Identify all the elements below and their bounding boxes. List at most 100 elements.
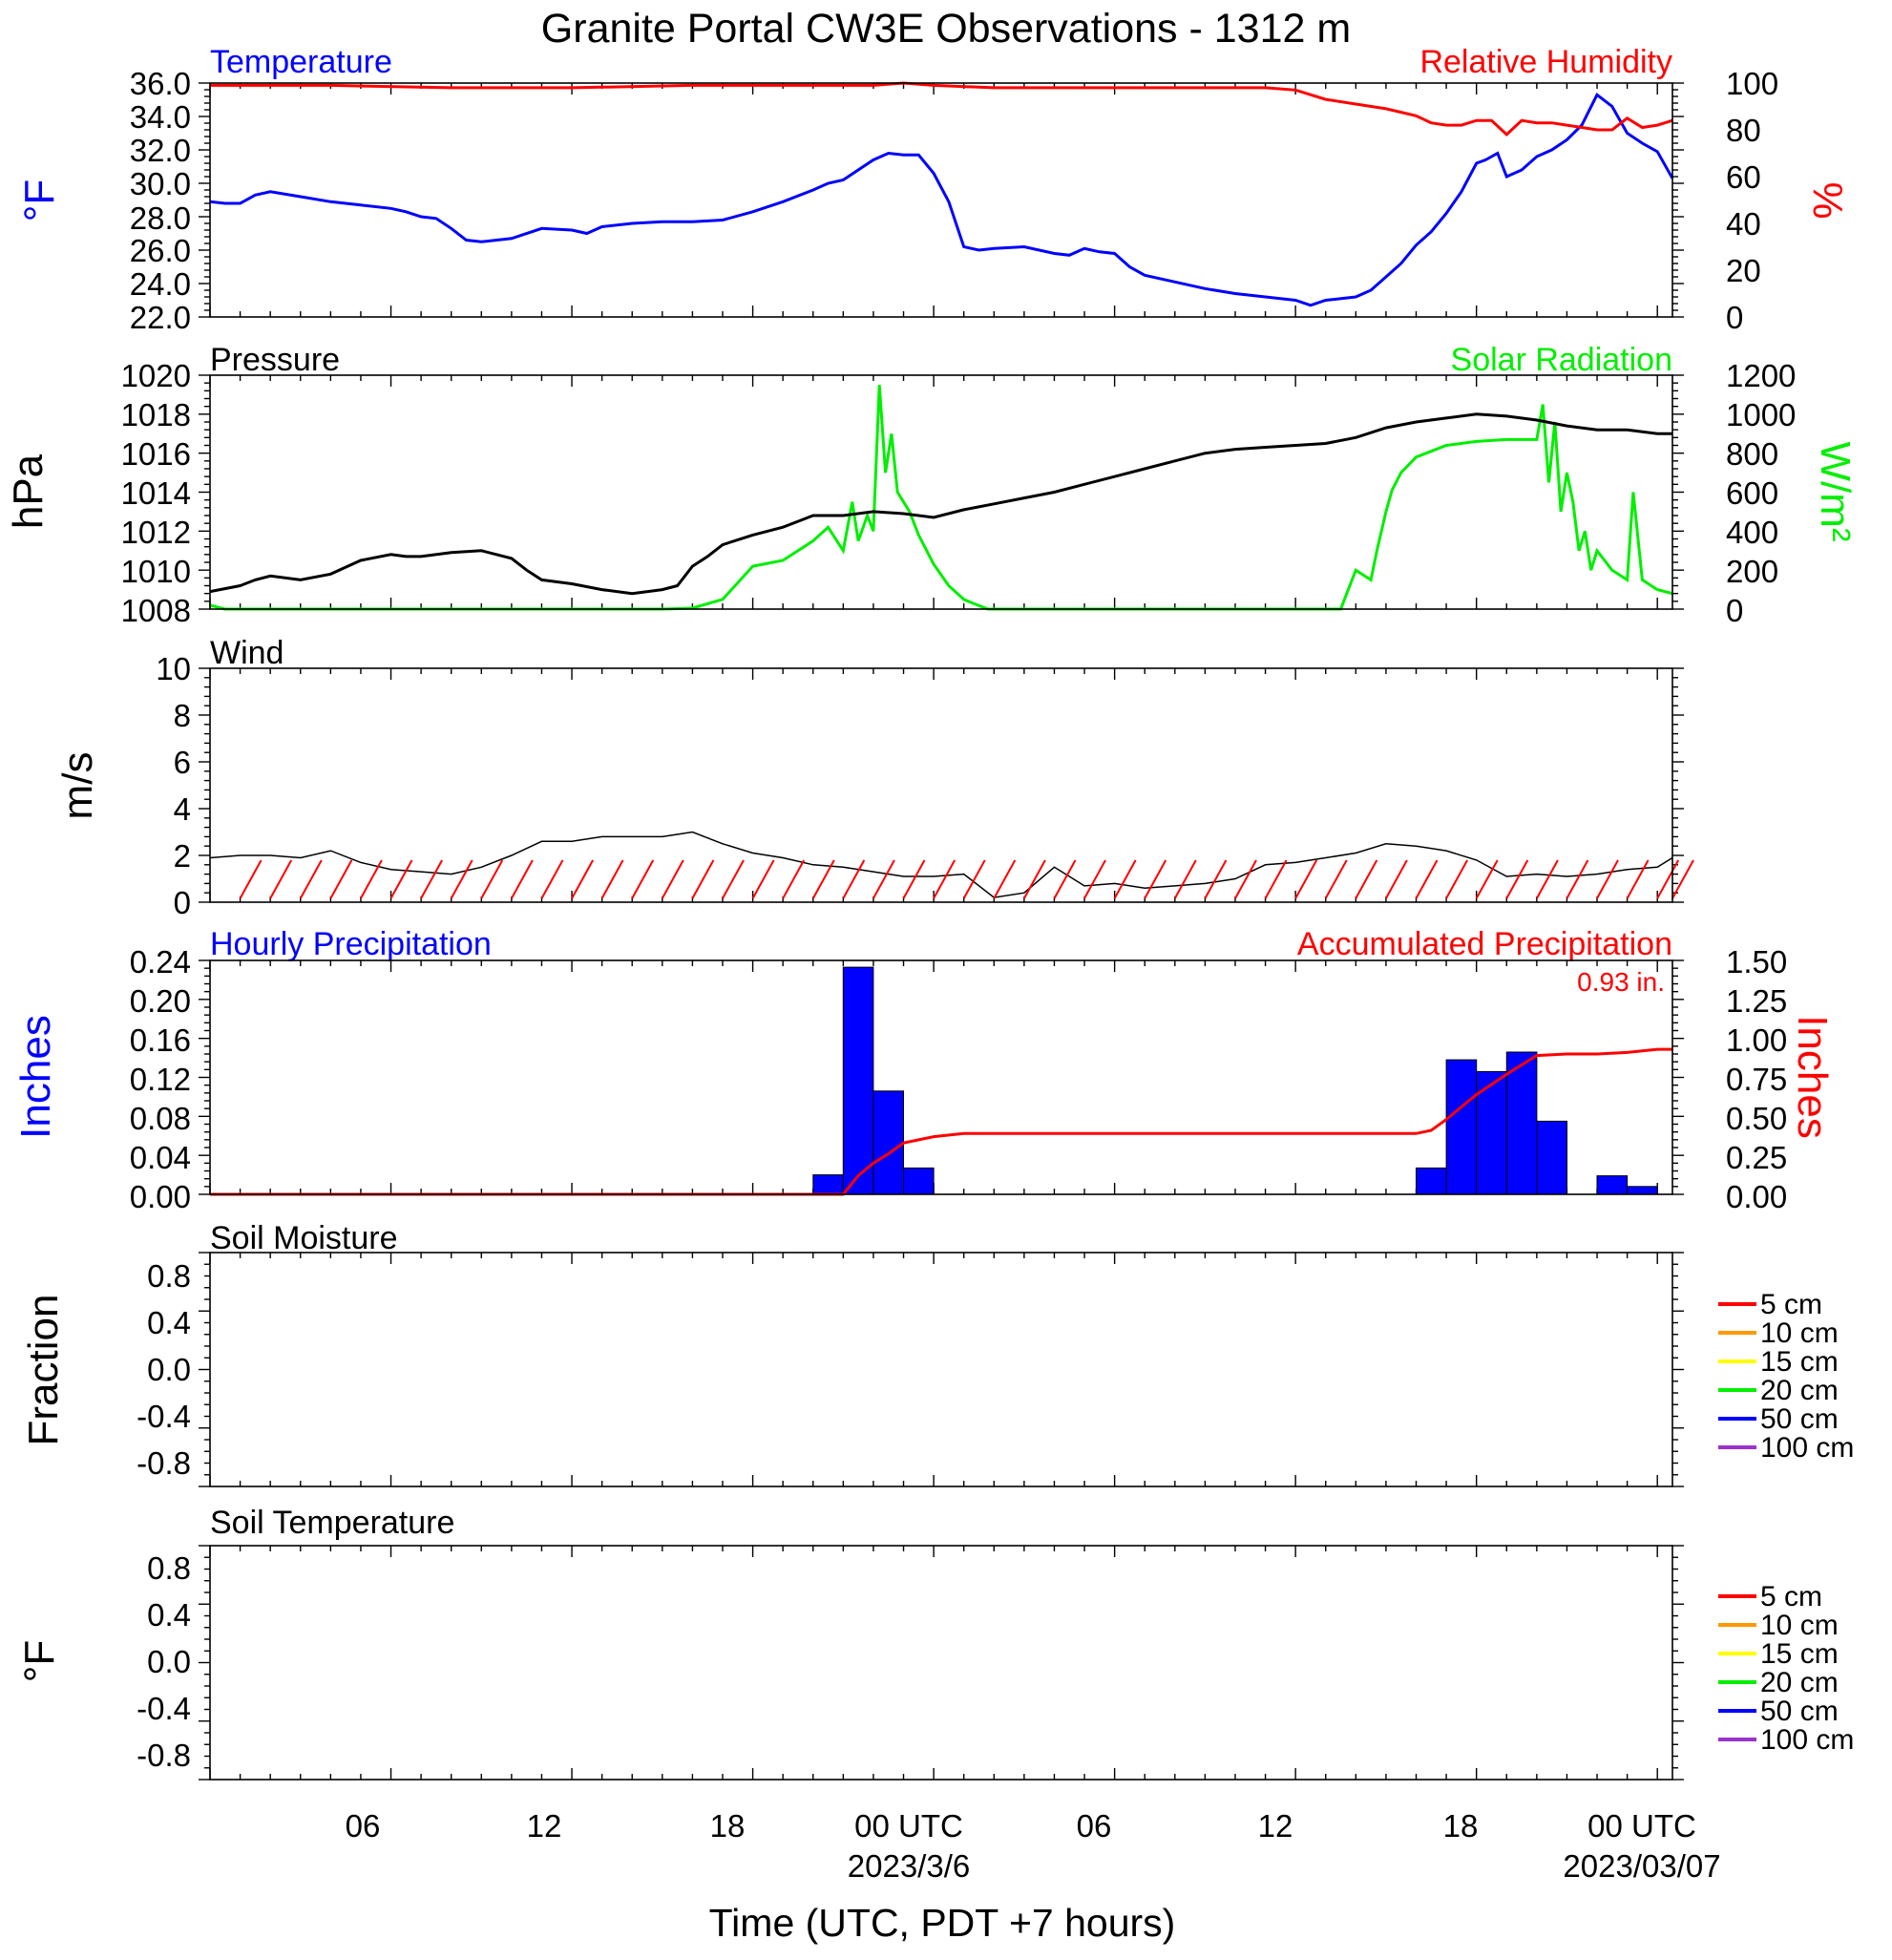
rh-y-tick-labels: 100 80 60 40 20 0 (1726, 66, 1778, 335)
wind-barb (239, 859, 263, 899)
wind-barb (571, 859, 594, 899)
wind-barb (631, 859, 655, 899)
precip-bar (1445, 1059, 1478, 1195)
hourly-precip-bars (812, 966, 1658, 1195)
soil-moisture-tick-label: -0.8 (137, 1445, 191, 1481)
x-tick-date: 2023/3/6 (848, 1848, 970, 1884)
hourly-precip-tick-label: 0.04 (130, 1140, 191, 1175)
pressure-tick-label: 1010 (121, 554, 191, 589)
pressure-tick-label: 1008 (121, 593, 191, 628)
legend-label: 5 cm (1760, 1289, 1822, 1320)
temperature-unit: °F (16, 179, 63, 221)
x-tick-label: 00 UTC (1587, 1808, 1696, 1844)
pressure-tick-label: 1020 (121, 358, 191, 393)
soil-moisture-panel: Soil Moisture Fraction 0.8 0.4 0.0 -0.4 … (20, 1220, 1854, 1487)
wind-barb (1264, 859, 1288, 899)
wind-title: Wind (210, 635, 284, 671)
rh-tick-label: 0 (1726, 300, 1743, 335)
wind-barb (782, 859, 806, 899)
soil-temp-frame (209, 1545, 1673, 1781)
wind-barb (933, 859, 956, 899)
accum-precip-tick-label: 1.50 (1726, 944, 1787, 980)
rh-tick-label: 80 (1726, 113, 1761, 148)
soil-moisture-unit: Fraction (20, 1295, 67, 1446)
rh-tick-label: 100 (1726, 66, 1778, 101)
wind-barb (450, 859, 473, 899)
soil-temp-unit: °F (16, 1640, 63, 1682)
wind-frame (209, 667, 1673, 903)
wind-barb (1204, 859, 1228, 899)
pressure-tick-label: 1012 (121, 515, 191, 550)
precip-bar (1627, 1186, 1658, 1195)
figure-title: Granite Portal CW3E Observations - 1312 … (541, 6, 1351, 52)
temp-tick-label: 36.0 (130, 66, 191, 101)
soil-temp-tick-label: -0.8 (137, 1738, 191, 1773)
wind-ticks (199, 667, 1684, 903)
soil-moisture-ticks (199, 1252, 1684, 1487)
legend-label: 100 cm (1760, 1724, 1854, 1756)
rh-tick-label: 20 (1726, 253, 1761, 288)
wind-barb (511, 859, 534, 899)
soil-moisture-legend: 5 cm 10 cm 15 cm 20 cm 50 cm 100 cm (1718, 1289, 1854, 1464)
legend-label: 50 cm (1760, 1696, 1839, 1727)
accum-precip-unit: Inches (1789, 1015, 1836, 1139)
wind-barb (1445, 859, 1468, 899)
soil-temp-tick-label: 0.8 (147, 1550, 191, 1586)
temp-tick-label: 32.0 (130, 133, 191, 168)
accum-precip-tick-label: 0.50 (1726, 1101, 1787, 1136)
wind-barb (811, 859, 835, 899)
solar-tick-label: 1000 (1726, 397, 1796, 432)
hourly-precip-tick-label: 0.20 (130, 983, 191, 1019)
wind-barb (1083, 859, 1106, 899)
accum-precip-title: Accumulated Precipitation (1297, 926, 1672, 962)
wind-barb (299, 859, 323, 899)
temp-rh-frame (209, 82, 1673, 318)
temp-tick-label: 28.0 (130, 200, 191, 236)
pressure-solar-ticks (199, 374, 1684, 610)
wind-y-tick-labels: 10 8 6 4 2 0 (156, 651, 191, 920)
temp-tick-label: 34.0 (130, 99, 191, 135)
pressure-solar-panel: Pressure Solar Radiation hPa W/m² 1020 1… (5, 342, 1859, 628)
legend-label: 20 cm (1760, 1375, 1839, 1406)
precip-bar (1416, 1167, 1447, 1195)
temp-tick-label: 24.0 (130, 266, 191, 302)
wind-barb (329, 859, 353, 899)
temp-tick-label: 26.0 (130, 233, 191, 268)
x-axis-tick-labels: 06 12 18 00 UTC 2023/3/6 06 12 18 00 UTC… (346, 1808, 1721, 1884)
soil-temp-legend: 5 cm 10 cm 15 cm 20 cm 50 cm 100 cm (1718, 1581, 1854, 1756)
precip-bar (1596, 1175, 1629, 1195)
x-tick-label: 12 (1258, 1808, 1293, 1844)
solar-y-tick-labels: 1200 1000 800 600 400 200 0 (1726, 358, 1796, 628)
temp-tick-label: 22.0 (130, 300, 191, 335)
x-tick-label: 18 (1443, 1808, 1479, 1844)
hourly-precip-tick-label: 0.00 (130, 1179, 191, 1214)
solar-unit: W/m² (1812, 441, 1859, 541)
wind-barb (389, 859, 413, 899)
soil-moisture-tick-label: -0.4 (137, 1399, 191, 1434)
legend-label: 10 cm (1760, 1610, 1839, 1641)
accum-precip-tick-label: 0.25 (1726, 1140, 1787, 1175)
rh-tick-label: 40 (1726, 206, 1761, 242)
soil-moisture-y-tick-labels: 0.8 0.4 0.0 -0.4 -0.8 (137, 1258, 191, 1481)
soil-moisture-tick-label: 0.4 (147, 1305, 191, 1340)
wind-speed-line (209, 831, 1673, 898)
solar-tick-label: 800 (1726, 436, 1778, 472)
solar-tick-label: 600 (1726, 475, 1778, 511)
accum-precip-y-tick-labels: 1.50 1.25 1.00 0.75 0.50 0.25 0.00 (1726, 944, 1787, 1214)
wind-barb (1626, 859, 1650, 899)
x-tick-label: 00 UTC (854, 1808, 963, 1844)
pressure-title: Pressure (210, 342, 340, 378)
temp-tick-label: 30.0 (130, 166, 191, 201)
precip-bar (872, 1090, 905, 1195)
wind-barb (1671, 859, 1694, 899)
precip-bar (1505, 1051, 1538, 1195)
wind-barb (540, 859, 564, 899)
soil-moisture-frame (209, 1252, 1673, 1487)
wind-barb (751, 859, 775, 899)
wind-barb (1475, 859, 1499, 899)
precip-panel: Hourly Precipitation Accumulated Precipi… (12, 926, 1836, 1214)
precip-frame (209, 959, 1673, 1195)
soil-temp-tick-label: -0.4 (137, 1691, 191, 1726)
wind-barb (1053, 859, 1077, 899)
